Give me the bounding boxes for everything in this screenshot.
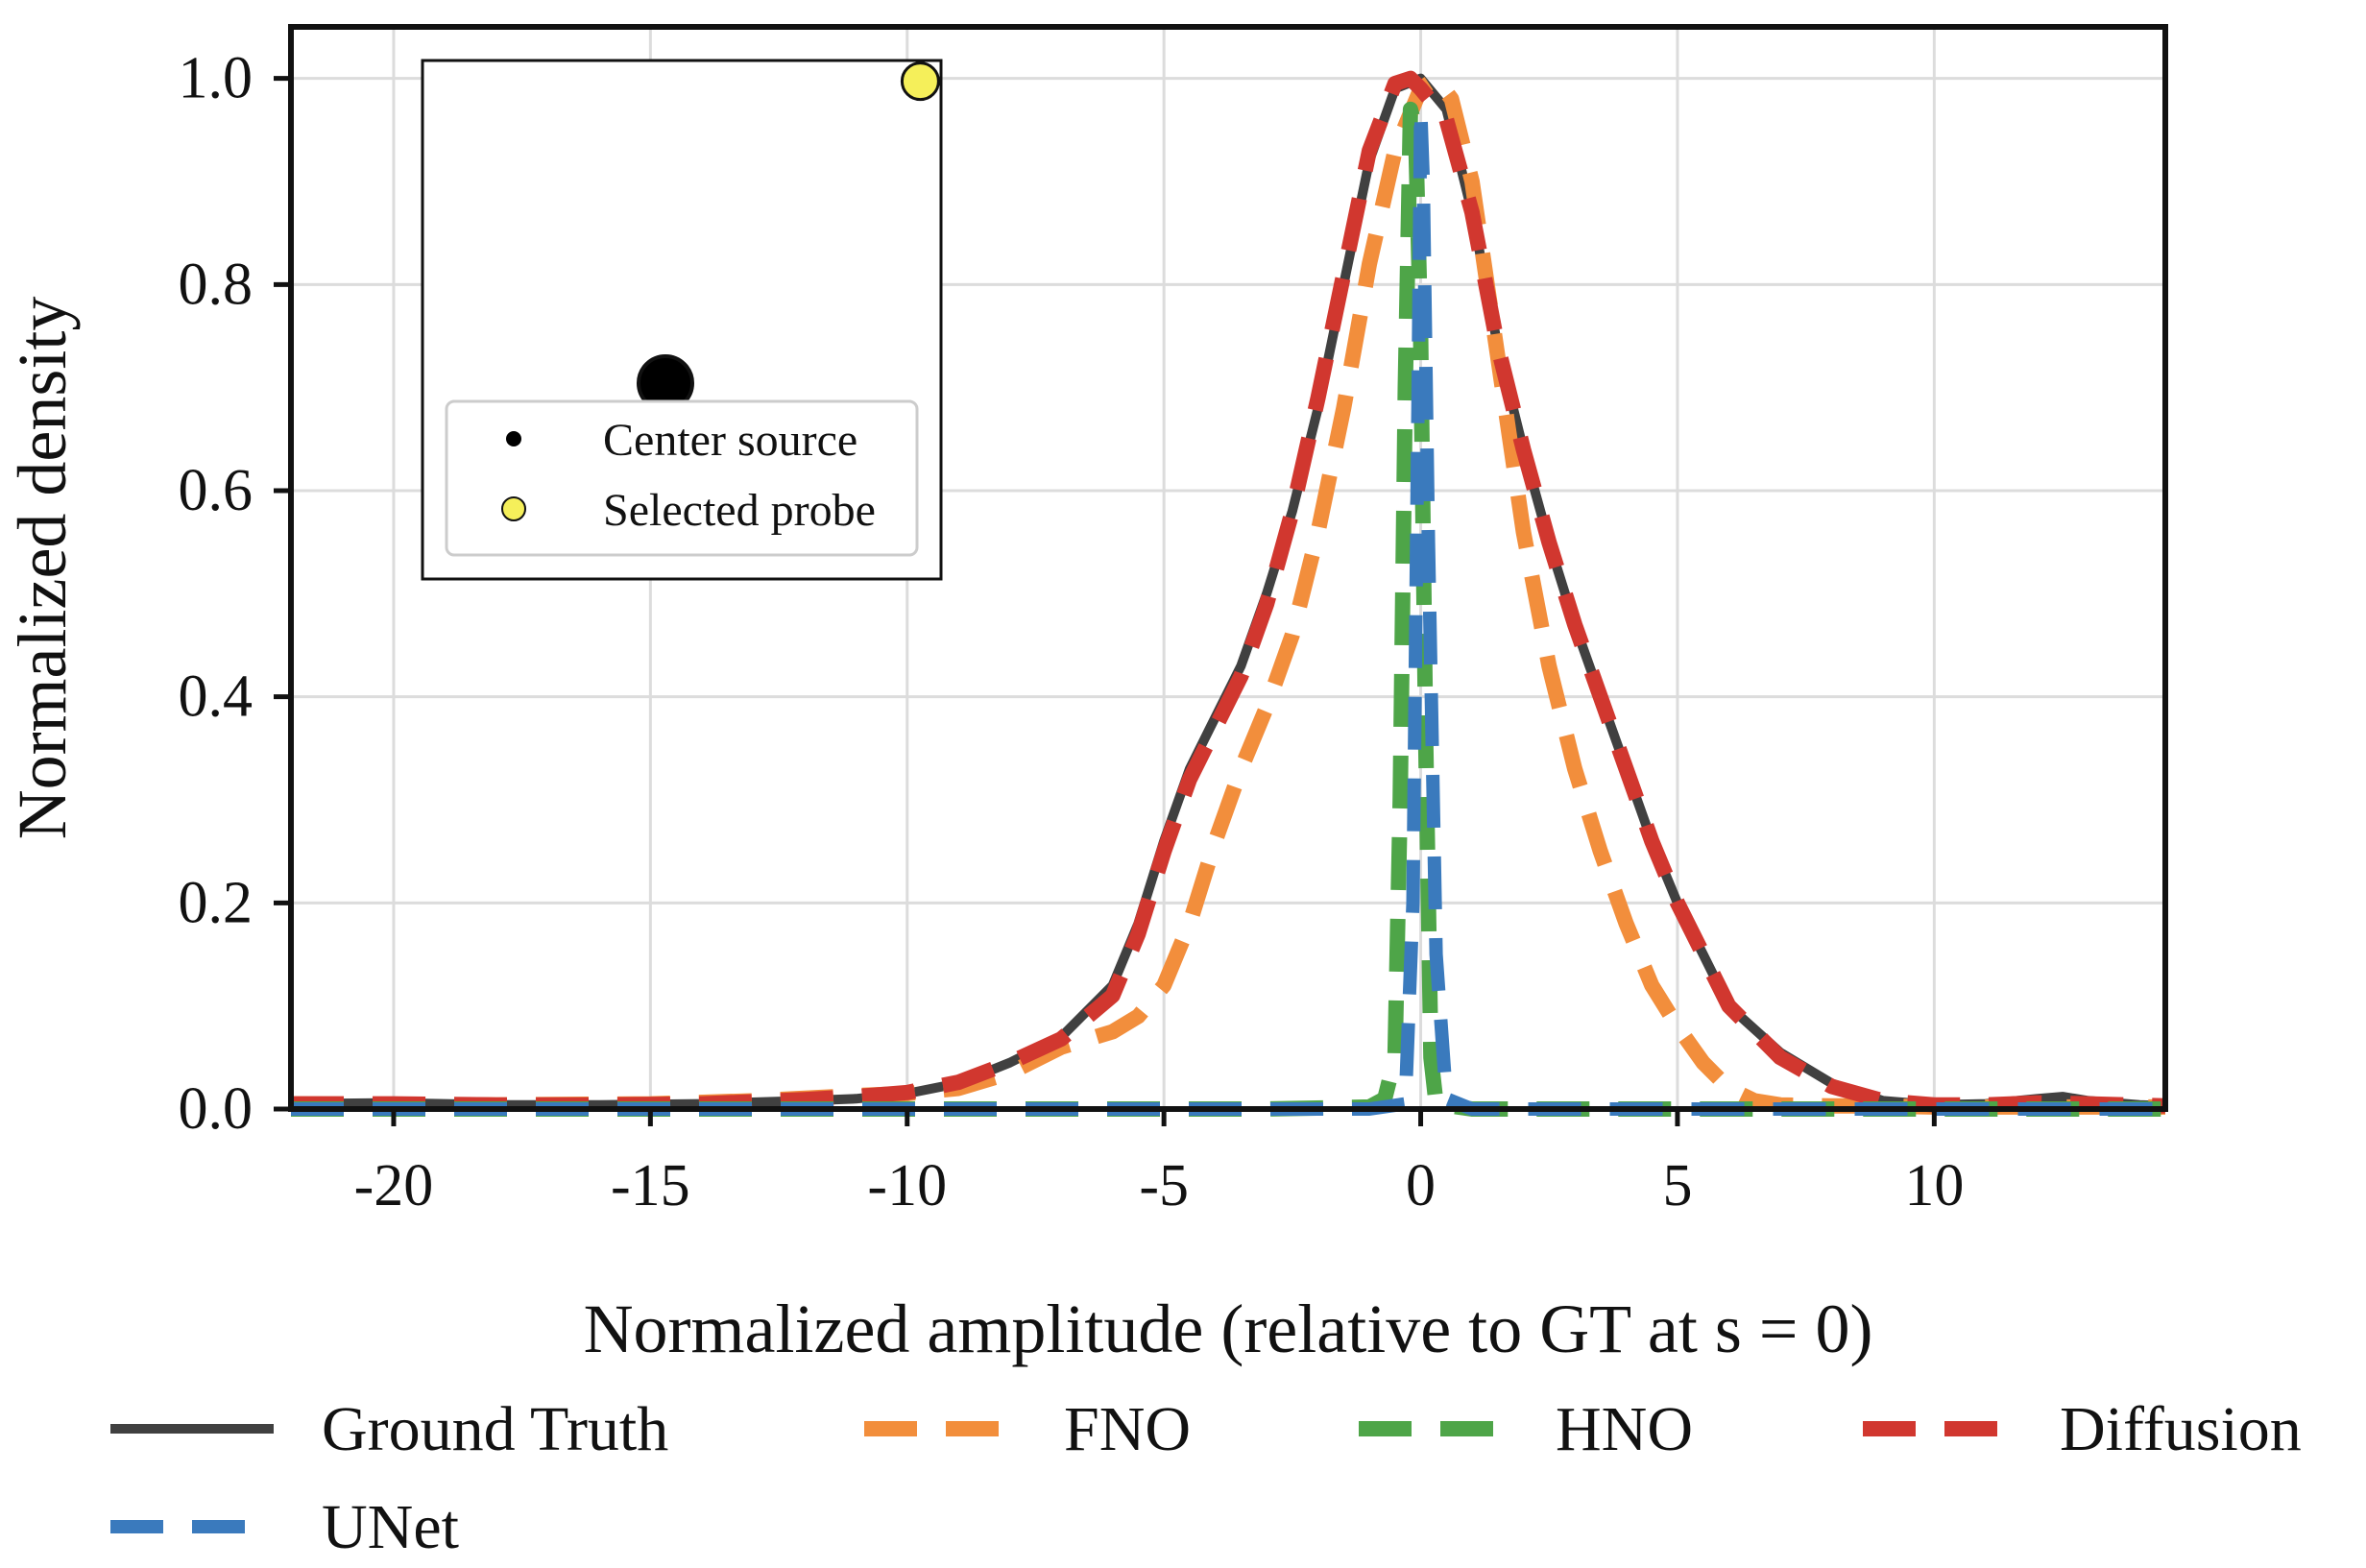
legend-label: Diffusion	[2060, 1394, 2302, 1464]
y-tick-label: 0.8	[179, 252, 254, 317]
y-tick-label: 1.0	[179, 46, 254, 111]
x-tick-label: 10	[1904, 1153, 1964, 1218]
inset-legend-label: Center source	[603, 415, 857, 466]
inset-selected-probe-marker	[900, 61, 940, 102]
x-tick-label: -20	[354, 1153, 434, 1218]
legend-label: HNO	[1556, 1394, 1693, 1464]
plot-frame	[288, 24, 2168, 1112]
x-tick-label: 0	[1406, 1153, 1436, 1218]
legend-label: UNet	[322, 1492, 459, 1562]
y-tick-label: 0.4	[179, 664, 254, 730]
x-tick-label: -15	[611, 1153, 690, 1218]
series-line-diffusion	[291, 70, 2166, 1114]
inset-legend-marker	[506, 431, 521, 446]
x-tick-label: -5	[1139, 1153, 1189, 1218]
x-tick-label: -10	[867, 1153, 947, 1218]
y-axis-title: Normalized density	[4, 297, 81, 840]
legend-label: FNO	[1064, 1394, 1191, 1464]
x-tick-label: 5	[1662, 1153, 1692, 1218]
legend-label: Ground Truth	[322, 1394, 668, 1464]
inset-legend-marker	[501, 496, 526, 521]
inset-legend-box	[445, 399, 919, 557]
y-tick-label: 0.6	[179, 458, 254, 523]
inset-legend-label: Selected probe	[603, 485, 876, 536]
x-axis-title: Normalized amplitude (relative to GT at …	[584, 1291, 1873, 1367]
y-tick-label: 0.0	[179, 1076, 254, 1142]
y-tick-label: 0.2	[179, 870, 254, 935]
